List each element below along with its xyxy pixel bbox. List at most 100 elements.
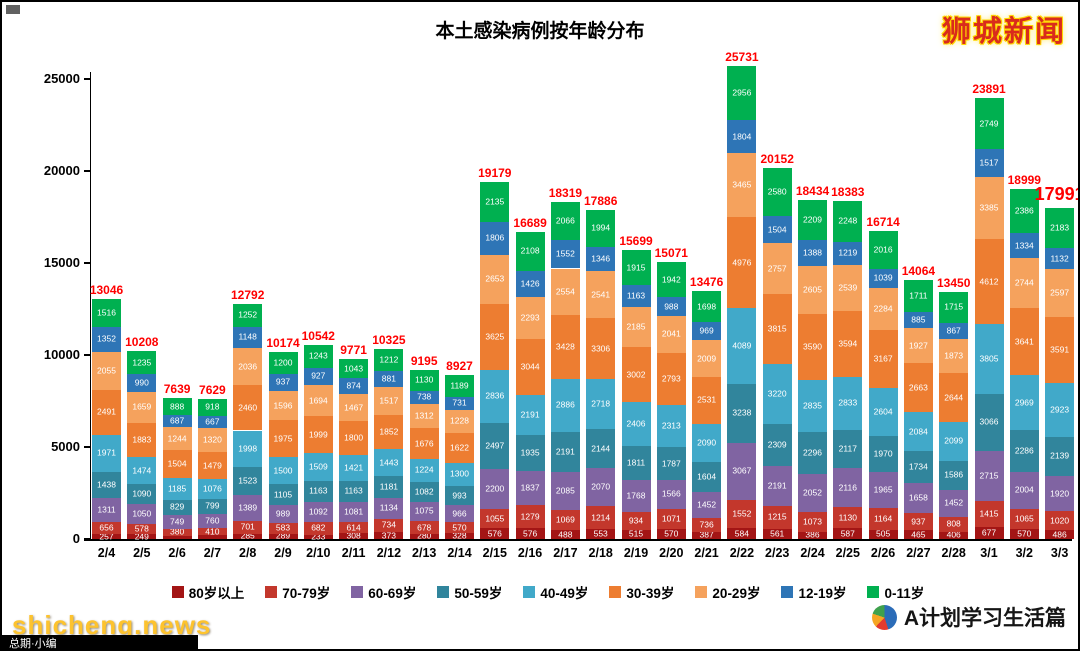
bar-segment-label: 1698 <box>697 301 717 312</box>
x-tick-label: 2/21 <box>694 546 719 560</box>
bar-segment-12-19岁 <box>974 149 1004 177</box>
bar-segment-60-69岁 <box>798 474 827 513</box>
bar-segment-70-79岁 <box>762 506 792 529</box>
bar-segment-label: 738 <box>417 391 432 402</box>
bar-segment-50-59岁 <box>480 422 510 469</box>
bar-segment-label: 888 <box>170 401 185 412</box>
bar-segment-label: 1509 <box>308 461 328 472</box>
bar-segment-80岁以上 <box>798 531 827 539</box>
bar-segment-label: 989 <box>275 508 291 519</box>
legend-swatch <box>265 586 278 598</box>
bar-segment-label: 583 <box>275 522 291 533</box>
bar-segment-60-69岁 <box>92 498 121 523</box>
bar-segment-label: 3067 <box>732 465 752 476</box>
bar-segment-label: 570 <box>1017 528 1032 539</box>
bar-segment-30-39岁 <box>268 420 298 457</box>
bar-segment-label: 1082 <box>414 486 434 497</box>
bar-segment-label: 1622 <box>450 442 469 453</box>
bar-segment-0-11岁 <box>480 182 510 222</box>
bar-segment-label: 1883 <box>132 434 152 445</box>
watermark-bottom-right-label: A计划学习生活篇 <box>903 607 1066 630</box>
bar-segment-label: 993 <box>452 490 467 501</box>
bar-segment-label: 4089 <box>732 340 752 351</box>
bar-segment-label: 1452 <box>944 497 964 508</box>
bar-segment-label: 1927 <box>908 340 928 351</box>
y-tick-mark <box>84 78 90 80</box>
bar-segment-label: 1073 <box>803 516 822 527</box>
bar-segment-label: 2144 <box>591 443 611 454</box>
bar-segment-40-49岁 <box>374 449 404 477</box>
bar-segment-20-29岁 <box>303 384 333 417</box>
bar-segment-40-49岁 <box>339 454 369 481</box>
bar-segment-12-19岁 <box>445 396 474 411</box>
bar-segment-label: 2191 <box>555 446 575 457</box>
bar-segment-80岁以上 <box>127 534 157 539</box>
bar-segment-50-59岁 <box>1009 429 1039 473</box>
x-tick-label: 2/22 <box>729 546 755 560</box>
bar-segment-label: 2793 <box>661 373 681 384</box>
bar-segment-label: 3815 <box>767 323 787 334</box>
bar-segment-label: 3465 <box>732 179 752 190</box>
bar-segment-50-59岁 <box>727 383 757 444</box>
bar-segment-label: 2070 <box>591 481 611 492</box>
bar-segment-label: 1811 <box>626 457 646 468</box>
bar-segment-label: 1130 <box>838 512 857 523</box>
bar-segment-label: 1516 <box>97 307 116 318</box>
bar-segment-50-59岁 <box>233 467 263 496</box>
bar-segment-50-59岁 <box>92 471 121 499</box>
bar-segment-50-59岁 <box>268 484 298 505</box>
bar-segment-label: 1694 <box>308 395 328 406</box>
legend-swatch <box>781 586 794 598</box>
bar-segment-label: 2749 <box>979 118 999 129</box>
chart-title: 本土感染病例按年龄分布 <box>435 21 645 42</box>
bar-segment-40-49岁 <box>303 452 333 481</box>
bar-segment-label: 2406 <box>626 418 646 429</box>
legend-swatch <box>609 586 622 598</box>
bar-total-label: 18383 <box>831 184 865 199</box>
bar-segment-label: 1873 <box>944 350 964 361</box>
bar-segment-label: 4976 <box>732 257 752 268</box>
legend-item-50-59岁: 50-59岁 <box>437 582 502 602</box>
bar-segment-80岁以上 <box>656 528 686 539</box>
bar-segment-label: 1134 <box>379 502 399 513</box>
bar-segment-label: 1999 <box>308 429 328 439</box>
bar-segment-20-29岁 <box>798 265 827 314</box>
y-tick-label: 20000 <box>43 163 80 178</box>
bar-segment-40-49岁 <box>162 477 192 500</box>
bar-segment-70-79岁 <box>868 508 898 530</box>
bar-segment-label: 1132 <box>1050 253 1069 264</box>
bar-segment-0-11岁 <box>127 351 157 374</box>
bar-segment-30-39岁 <box>445 432 474 463</box>
bar-segment-label: 553 <box>593 528 608 539</box>
bar-segment-30-39岁 <box>692 377 722 424</box>
bar-segment-label: 2085 <box>555 485 575 496</box>
bar-segment-20-29岁 <box>1045 268 1075 317</box>
bar-segment-30-39岁 <box>233 385 263 431</box>
bar-segment-60-69岁 <box>339 502 369 523</box>
bar-segment-12-19岁 <box>833 242 863 265</box>
y-tick-mark <box>84 170 90 172</box>
legend-label: 20-29岁 <box>712 586 761 601</box>
bar-segment-label: 561 <box>770 528 785 539</box>
bar-segment-label: 749 <box>170 516 185 527</box>
bar-segment-20-29岁 <box>197 427 227 453</box>
bar-segment-60-69岁 <box>197 513 227 528</box>
bar-segment-label: 406 <box>946 529 961 540</box>
bar-segment-label: 1998 <box>238 443 258 454</box>
bar-segment-80岁以上 <box>550 530 580 539</box>
bar-segment-0-11岁 <box>939 291 969 324</box>
bar-segment-80岁以上 <box>92 534 121 539</box>
bar-segment-label: 2041 <box>661 328 681 339</box>
legend-swatch <box>351 586 364 598</box>
bar-segment-label: 3066 <box>979 416 999 427</box>
watermark-shicheng-logo-text: 狮城新闻 <box>941 16 1066 48</box>
bar-segment-label: 576 <box>523 528 538 539</box>
bar-segment-60-69岁 <box>621 479 651 513</box>
bar-segment-label: 1604 <box>697 471 717 482</box>
bar-segment-30-39岁 <box>656 353 686 405</box>
bar-segment-label: 1715 <box>944 301 964 312</box>
bar-segment-60-69岁 <box>868 472 898 509</box>
bar-segment-label: 1334 <box>1014 240 1034 251</box>
bar-segment-label: 488 <box>558 529 573 539</box>
legend-item-0-11岁: 0-11岁 <box>867 582 924 602</box>
